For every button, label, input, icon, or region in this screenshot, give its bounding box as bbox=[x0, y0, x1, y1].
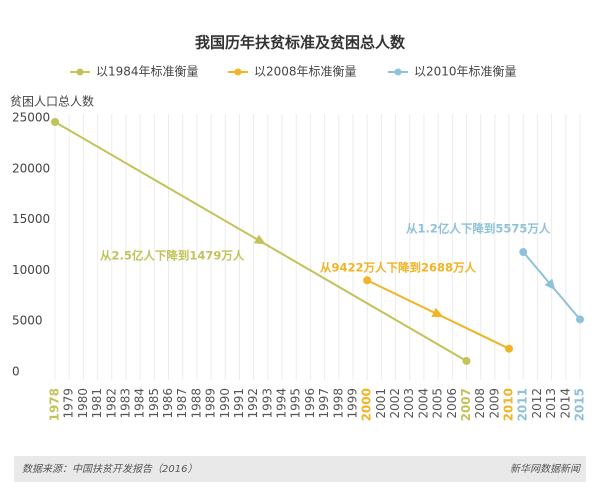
x-tick-label: 1999 bbox=[345, 388, 359, 419]
credit: 新华网数据新闻 bbox=[510, 463, 582, 475]
legend-dot bbox=[76, 68, 84, 76]
arrow-head bbox=[253, 234, 266, 245]
x-tick-label: 2007 bbox=[459, 388, 473, 421]
x-tick-label: 2010 bbox=[502, 388, 516, 421]
x-tick-label: 1997 bbox=[317, 388, 331, 419]
x-tick-label: 1996 bbox=[303, 388, 317, 419]
x-tick-label: 2008 bbox=[473, 388, 487, 419]
x-tick-label: 1983 bbox=[118, 388, 132, 419]
x-tick-label: 1988 bbox=[189, 388, 203, 419]
x-tick-label: 1987 bbox=[175, 388, 189, 419]
x-tick-label: 1980 bbox=[76, 388, 90, 419]
x-tick-label: 1994 bbox=[275, 388, 289, 419]
data-point bbox=[519, 248, 528, 257]
x-tick-label: 1982 bbox=[104, 388, 118, 419]
x-tick-label: 2001 bbox=[374, 388, 388, 419]
data-point bbox=[51, 118, 59, 126]
x-tick-label: 2004 bbox=[416, 388, 430, 419]
arrow-head bbox=[431, 307, 444, 318]
x-tick-label: 2011 bbox=[516, 388, 530, 421]
x-tick-label: 2005 bbox=[431, 388, 445, 419]
chart-title: 我国历年扶贫标准及贫困总人数 bbox=[195, 34, 406, 52]
x-tick-label: 1984 bbox=[133, 388, 147, 419]
y-tick-label: 5000 bbox=[12, 314, 43, 328]
x-tick-label: 1998 bbox=[331, 388, 345, 419]
x-tick-label: 1989 bbox=[204, 388, 218, 419]
x-tick-label: 1992 bbox=[246, 388, 260, 419]
y-axis-label: 贫困人口总人数 bbox=[10, 94, 94, 109]
x-tick-label: 1991 bbox=[232, 388, 246, 419]
y-tick-label: 0 bbox=[12, 365, 20, 379]
y-tick-label: 15000 bbox=[12, 212, 50, 226]
x-tick-label: 2014 bbox=[558, 388, 572, 419]
x-tick-label: 1979 bbox=[62, 388, 76, 419]
data-point bbox=[505, 344, 514, 353]
x-tick-label: 1985 bbox=[147, 388, 161, 419]
x-tick-label: 1978 bbox=[48, 388, 62, 421]
y-tick-label: 20000 bbox=[12, 161, 50, 175]
x-tick-label: 2000 bbox=[360, 388, 374, 421]
x-tick-label: 1990 bbox=[218, 388, 232, 419]
data-point bbox=[363, 276, 372, 285]
y-tick-label: 10000 bbox=[12, 263, 50, 277]
legend-dot bbox=[234, 68, 242, 76]
x-tick-label: 2002 bbox=[388, 388, 402, 419]
x-tick-label: 2003 bbox=[402, 388, 416, 419]
x-tick-label: 1981 bbox=[90, 388, 104, 419]
arrow-head bbox=[544, 278, 556, 291]
annotation: 从2.5亿人下降到1479万人 bbox=[100, 249, 245, 263]
x-tick-label: 2015 bbox=[573, 388, 587, 421]
x-tick-label: 2013 bbox=[544, 388, 558, 419]
source: 数据来源：中国扶贫开发报告（2016） bbox=[22, 463, 197, 475]
y-tick-label: 25000 bbox=[12, 111, 50, 125]
x-tick-label: 2012 bbox=[530, 388, 544, 419]
annotation: 从1.2亿人下降到5575万人 bbox=[406, 222, 551, 236]
legend-label: 以2008年标准衡量 bbox=[254, 65, 357, 79]
x-tick-label: 2006 bbox=[445, 388, 459, 419]
legend-dot bbox=[394, 68, 402, 76]
x-tick-label: 1993 bbox=[260, 388, 274, 419]
data-point bbox=[576, 315, 584, 324]
footer-band bbox=[14, 456, 586, 482]
x-tick-label: 1986 bbox=[161, 388, 175, 419]
data-point bbox=[462, 356, 471, 365]
legend-label: 以2010年标准衡量 bbox=[414, 65, 517, 79]
legend-label: 以1984年标准衡量 bbox=[96, 65, 199, 79]
x-tick-label: 1995 bbox=[289, 388, 303, 419]
annotation: 从9422万人下降到2688万人 bbox=[320, 261, 477, 275]
x-tick-label: 2009 bbox=[487, 388, 501, 419]
